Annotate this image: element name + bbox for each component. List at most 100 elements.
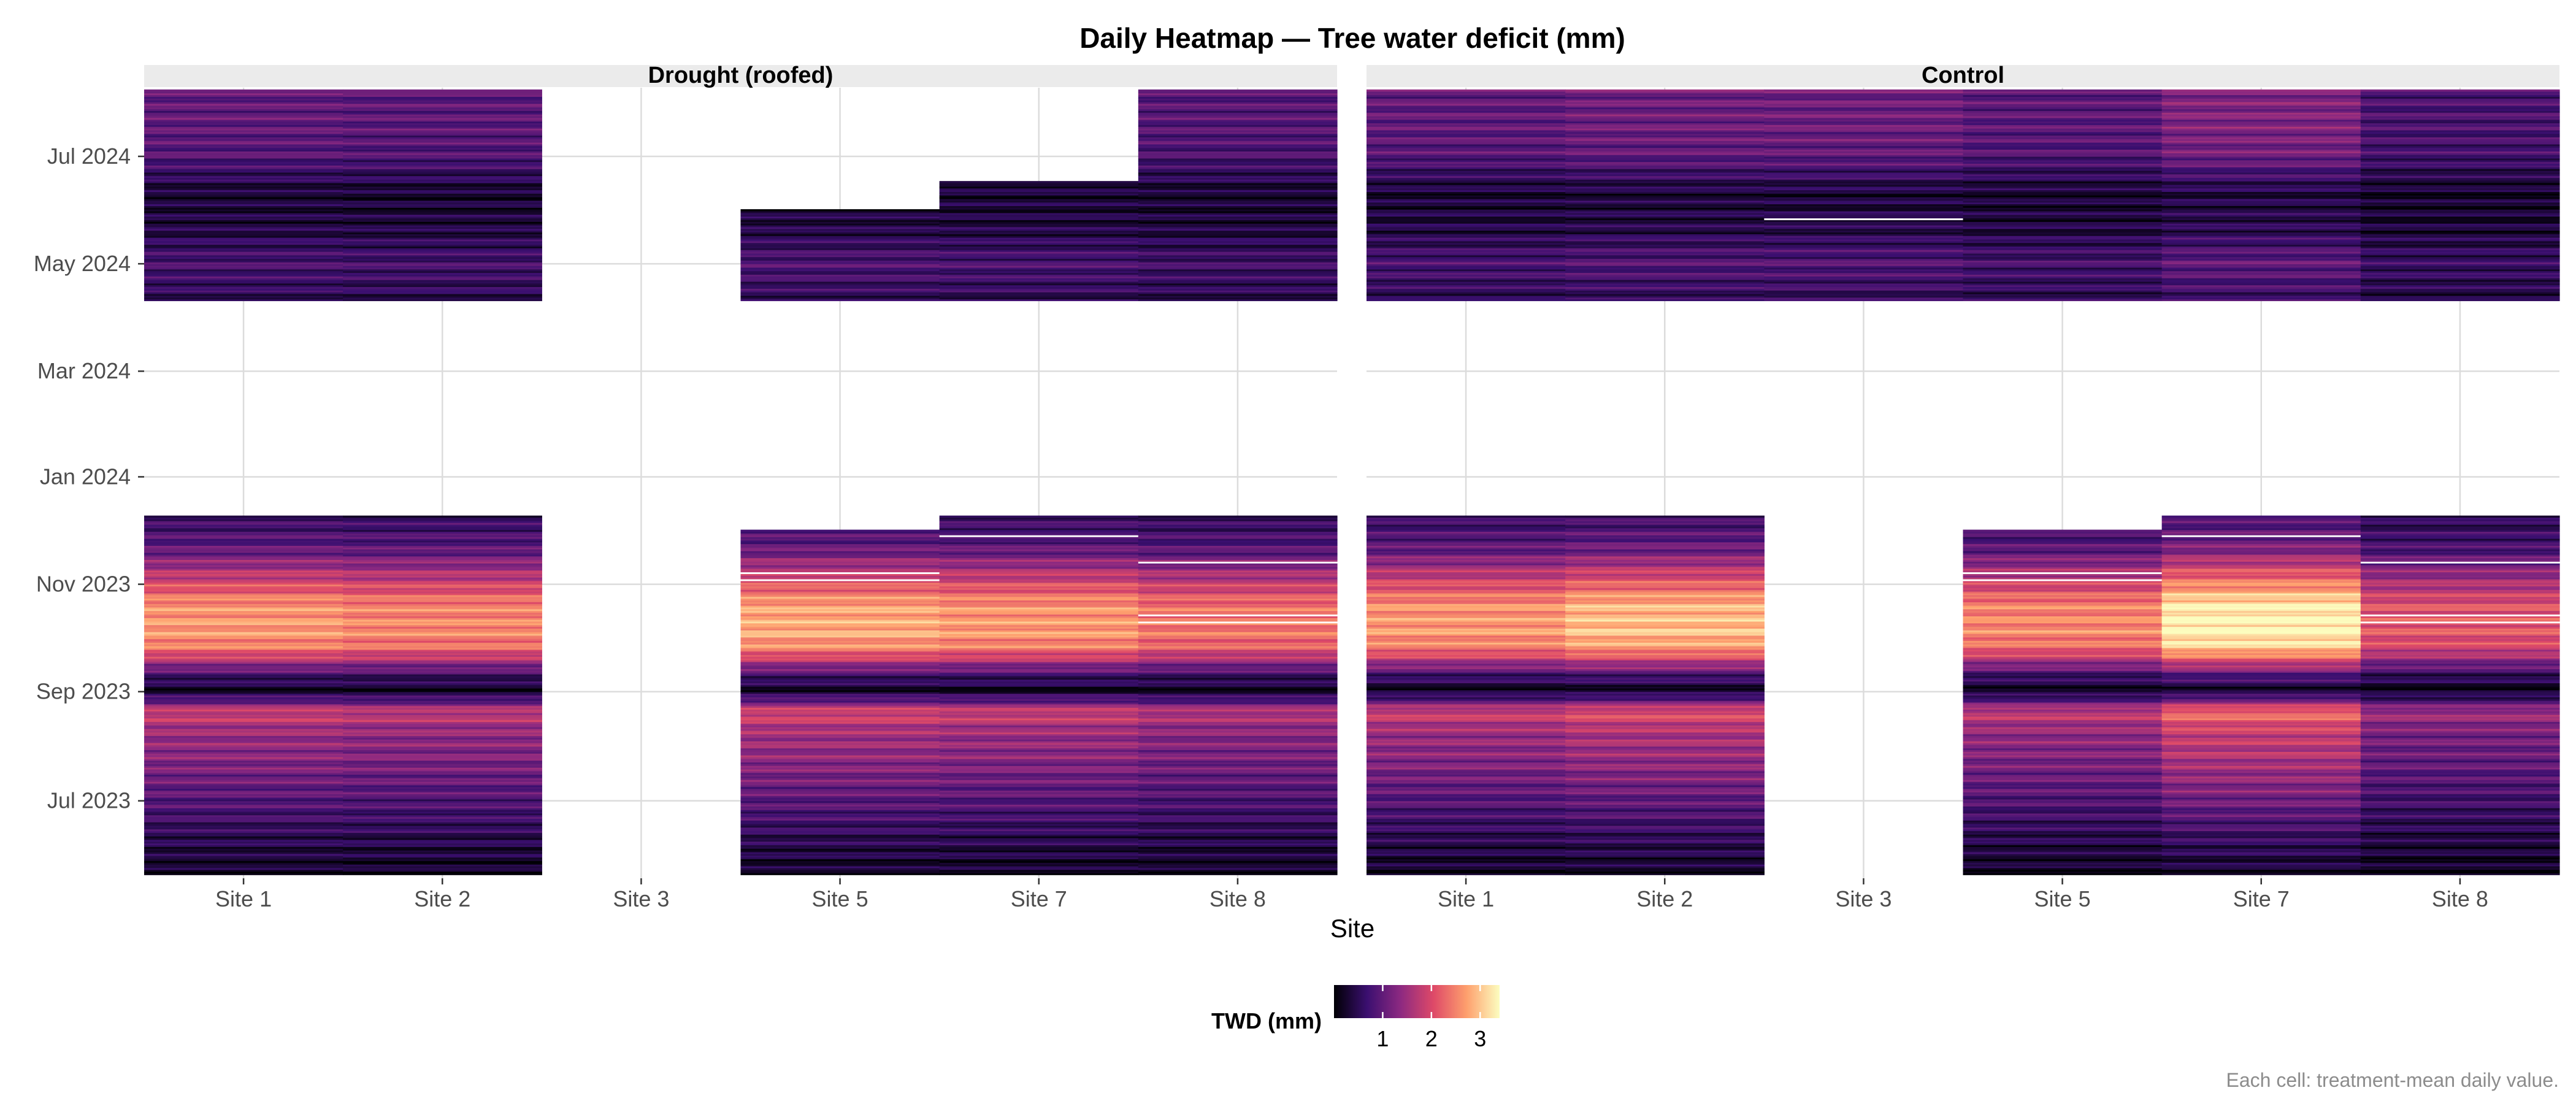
heat-cell xyxy=(343,236,542,238)
heat-cell xyxy=(1963,129,2163,132)
heat-cell xyxy=(144,623,343,626)
heat-cell xyxy=(2360,537,2560,539)
heat-cell xyxy=(1138,797,1338,800)
heat-cell xyxy=(939,226,1139,229)
heat-cell xyxy=(1138,246,1338,248)
heat-cell xyxy=(939,855,1139,858)
heat-cell xyxy=(1565,260,1765,263)
heat-cell xyxy=(2360,873,2560,875)
heat-cell xyxy=(939,621,1139,624)
heat-cell xyxy=(144,89,343,92)
heat-cell xyxy=(1367,705,1566,708)
heat-cell xyxy=(1138,851,1338,854)
heat-cell xyxy=(1565,767,1765,770)
heat-cell xyxy=(343,177,542,180)
heat-cell xyxy=(144,156,343,159)
heat-cell xyxy=(1963,741,2163,743)
heat-cell xyxy=(2161,564,2361,567)
heat-cell xyxy=(1963,827,2163,830)
heat-cell xyxy=(1138,618,1338,620)
heat-cell xyxy=(343,147,542,150)
heat-cell xyxy=(2161,190,2361,192)
heat-cell xyxy=(1138,843,1338,846)
heat-cell xyxy=(740,756,940,759)
heat-cell xyxy=(1963,596,2163,599)
heat-cell xyxy=(343,133,542,136)
heat-cell xyxy=(1367,101,1566,104)
heat-cell xyxy=(2161,681,2361,683)
heat-cell xyxy=(1565,258,1765,261)
heat-cell xyxy=(1367,196,1566,199)
heat-cell xyxy=(144,153,343,155)
heat-cell xyxy=(144,725,343,727)
heat-cell xyxy=(1565,232,1765,234)
heat-cell xyxy=(343,820,542,822)
facet-strip: Drought (roofed) xyxy=(144,63,1337,88)
heat-cell xyxy=(144,274,343,277)
heat-cell xyxy=(1565,867,1765,870)
heat-cell xyxy=(2161,837,2361,840)
heat-cell xyxy=(1138,129,1338,132)
heat-cell xyxy=(2360,713,2560,715)
heat-cell xyxy=(343,195,542,197)
heat-cell xyxy=(1138,765,1338,768)
heat-cell xyxy=(343,142,542,145)
heat-cell xyxy=(2360,198,2560,201)
heat-cell xyxy=(2360,684,2560,687)
heat-cell xyxy=(1367,630,1566,632)
heat-cell xyxy=(2161,780,2361,782)
heat-cell xyxy=(1138,688,1338,691)
heat-cell xyxy=(1367,829,1566,832)
heat-cell xyxy=(740,723,940,726)
heat-cell xyxy=(2360,96,2560,99)
heat-cell xyxy=(1367,635,1566,638)
heat-cell xyxy=(1963,570,2163,573)
heat-cell xyxy=(343,834,542,837)
heat-cell xyxy=(144,549,343,551)
heat-cell xyxy=(740,829,940,832)
heat-cell xyxy=(2161,649,2361,652)
heat-cell xyxy=(1565,843,1765,846)
heat-cell xyxy=(740,605,940,608)
heat-cell xyxy=(2161,723,2361,726)
heat-cell xyxy=(1565,149,1765,151)
heat-cell xyxy=(1367,607,1566,610)
heat-cell xyxy=(2360,195,2560,197)
heat-cell xyxy=(1138,716,1338,719)
heat-cell xyxy=(1367,769,1566,772)
heat-cell xyxy=(939,589,1139,592)
heat-cell xyxy=(1367,223,1566,226)
heat-cell xyxy=(2161,715,2361,717)
heat-cell xyxy=(2360,573,2560,576)
heat-cell xyxy=(1565,172,1765,175)
heat-cell xyxy=(343,267,542,270)
heat-cell xyxy=(939,683,1139,685)
heat-cell xyxy=(2360,841,2560,844)
heat-cell xyxy=(1963,285,2163,288)
heat-cell xyxy=(1963,788,2163,791)
heat-cell xyxy=(2161,524,2361,527)
heat-cell xyxy=(1565,632,1765,634)
heat-cell xyxy=(2360,515,2560,518)
heat-cell xyxy=(1367,749,1566,752)
heat-cell xyxy=(343,867,542,870)
heat-cell xyxy=(1565,265,1765,268)
heat-cell xyxy=(343,818,542,821)
heat-cell xyxy=(939,806,1139,808)
heat-cell xyxy=(1963,228,2163,231)
heat-cell xyxy=(1963,778,2163,780)
heat-cell xyxy=(144,129,343,132)
heat-cell xyxy=(1367,167,1566,169)
heat-cell xyxy=(1138,260,1338,263)
heat-cell xyxy=(1764,221,1964,224)
heat-cell xyxy=(1565,699,1765,701)
heat-cell xyxy=(1138,517,1338,519)
heat-cell xyxy=(2360,765,2560,768)
heat-cell xyxy=(144,658,343,661)
heat-cell xyxy=(740,767,940,770)
heat-cell xyxy=(1565,270,1765,274)
heat-cell xyxy=(2161,656,2361,659)
heat-cell xyxy=(343,672,542,675)
heat-cell xyxy=(1367,572,1566,574)
